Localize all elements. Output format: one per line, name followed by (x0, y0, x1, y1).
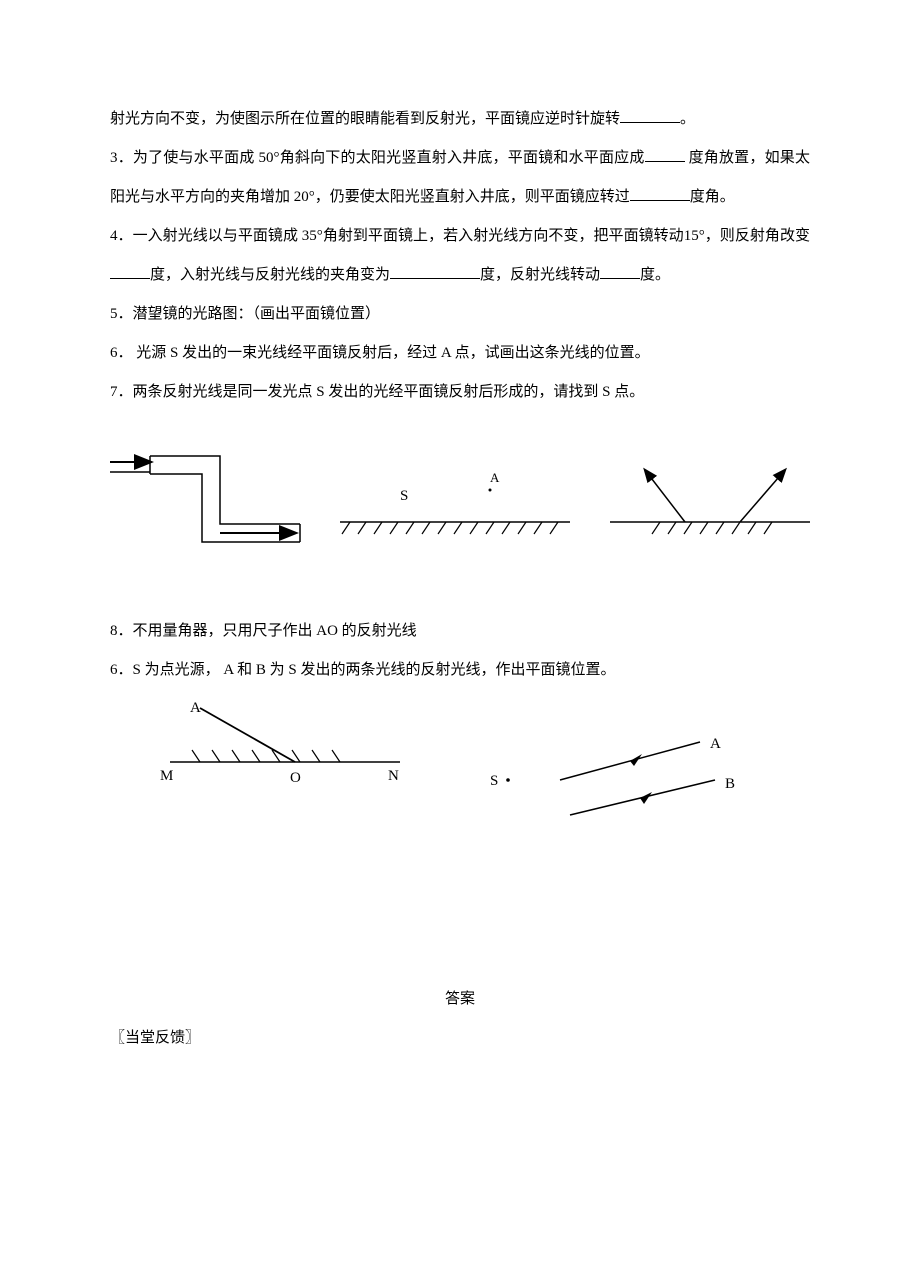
text: 4．一入射光线以与平面镜成 35°角射到平面镜上，若入射光线方向不变，把平面镜转… (110, 228, 810, 244)
text: 6．S 为点光源， A 和 B 为 S 发出的两条光线的反射光线，作出平面镜位置… (110, 662, 615, 678)
label-m: M (160, 768, 173, 784)
label-a: A (710, 736, 721, 752)
paragraph-5: 6． 光源 S 发出的一束光线经平面镜反射后，经过 A 点，试画出这条光线的位置… (110, 334, 810, 373)
blank (620, 107, 680, 123)
text: 。 (680, 111, 695, 127)
text: 8．不用量角器，只用尺子作出 AO 的反射光线 (110, 623, 417, 639)
answer-section: 答案 〖当堂反馈〗 (110, 980, 810, 1058)
blank (600, 263, 640, 279)
label-s: S (490, 773, 498, 789)
label-b: B (725, 776, 735, 792)
blank (390, 263, 480, 279)
paragraph-1: 射光方向不变，为使图示所在位置的眼睛能看到反射光，平面镜应逆时针旋转 。 (110, 100, 810, 139)
text: 度角。 (690, 189, 735, 205)
diagrams-svg-1: S A (110, 442, 810, 562)
source-s-diagram: S A (340, 470, 570, 534)
paragraph-2: 3．为了使与水平面成 50°角斜向下的太阳光竖直射入井底，平面镜和水平面应成 度… (110, 139, 810, 217)
text: 度。 (640, 267, 670, 283)
text: 射光方向不变，为使图示所在位置的眼睛能看到反射光，平面镜应逆时针旋转 (110, 111, 620, 127)
label-n: N (388, 768, 399, 784)
label-s: S (400, 488, 408, 504)
text: 度，入射光线与反射光线的夹角变为 (150, 267, 390, 283)
answer-subtitle: 〖当堂反馈〗 (110, 1019, 810, 1058)
text: 6． 光源 S 发出的一束光线经平面镜反射后，经过 A 点，试画出这条光线的位置… (110, 345, 650, 361)
label-o: O (290, 770, 301, 786)
diagram-row-2: A M O N S (110, 700, 810, 840)
text: 7．两条反射光线是同一发光点 S 发出的光经平面镜反射后形成的，请找到 S 点。 (110, 384, 644, 400)
text: 度，反射光线转动 (480, 267, 600, 283)
blank (630, 185, 690, 201)
paragraph-7: 8．不用量角器，只用尺子作出 AO 的反射光线 (110, 612, 810, 651)
label-a: A (190, 700, 201, 716)
blank (110, 263, 150, 279)
ao-mirror-diagram: A M O N (160, 700, 400, 786)
mirror-position-diagram: S A B (490, 736, 735, 815)
text: 3．为了使与水平面成 50°角斜向下的太阳光竖直射入井底，平面镜和水平面应成 (110, 150, 645, 166)
diagrams-svg-2: A M O N S (110, 700, 810, 840)
blank (645, 146, 685, 162)
paragraph-8: 6．S 为点光源， A 和 B 为 S 发出的两条光线的反射光线，作出平面镜位置… (110, 651, 810, 690)
paragraph-3: 4．一入射光线以与平面镜成 35°角射到平面镜上，若入射光线方向不变，把平面镜转… (110, 217, 810, 295)
paragraph-6: 7．两条反射光线是同一发光点 S 发出的光经平面镜反射后形成的，请找到 S 点。 (110, 373, 810, 412)
periscope-diagram (110, 456, 300, 542)
label-a: A (490, 470, 500, 485)
text: 5．潜望镜的光路图：（画出平面镜位置） (110, 306, 380, 322)
two-rays-diagram (610, 470, 810, 534)
paragraph-4: 5．潜望镜的光路图：（画出平面镜位置） (110, 295, 810, 334)
diagram-row-1: S A (110, 442, 810, 562)
answer-title: 答案 (110, 980, 810, 1019)
